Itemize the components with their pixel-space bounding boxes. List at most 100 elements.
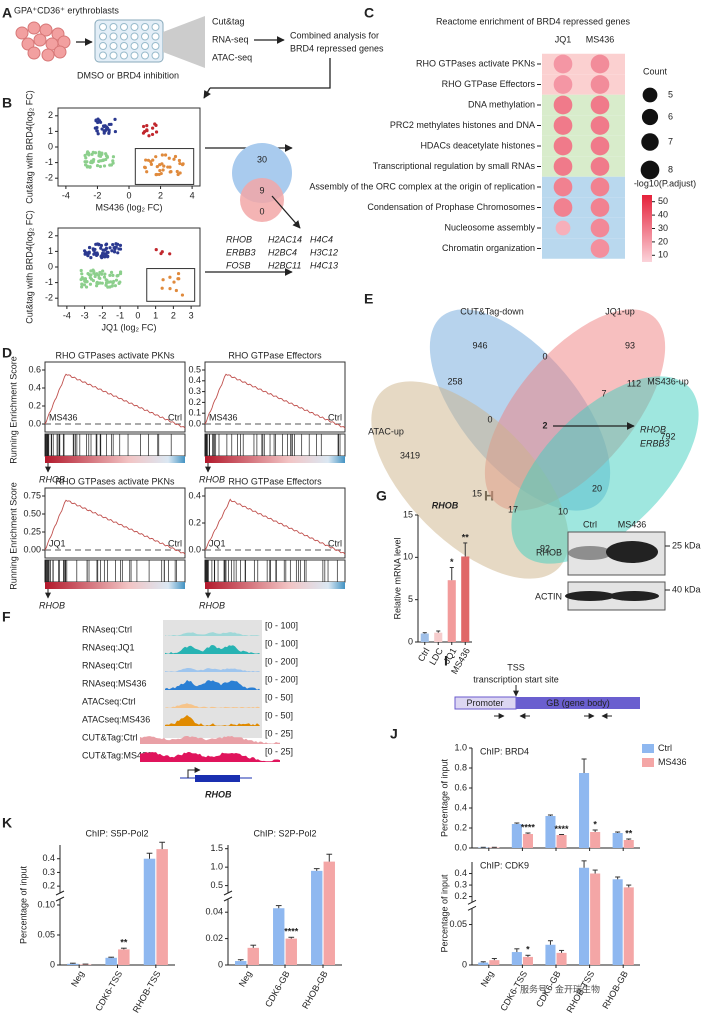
bar — [590, 832, 601, 848]
point — [115, 274, 119, 278]
point — [102, 131, 106, 135]
enrichment-curve — [204, 498, 346, 555]
point — [97, 276, 101, 280]
track-range: [0 - 100] — [265, 620, 298, 630]
y-tick-label: 0.1 — [188, 408, 201, 418]
point — [84, 156, 88, 160]
track-range: [0 - 200] — [265, 674, 298, 684]
x-tick-label: CDK6-TSS — [93, 969, 124, 1013]
rank-bar — [45, 456, 185, 463]
enrichment-curve — [44, 499, 186, 555]
row-label: Condensation of Prophase Chromosomes — [367, 202, 535, 212]
panel-label: K — [2, 815, 12, 831]
track-label: ATACseq:MS436 — [82, 714, 150, 724]
well — [120, 32, 128, 41]
point — [102, 164, 107, 168]
point — [109, 270, 114, 274]
bar — [511, 952, 522, 965]
bar — [489, 960, 500, 965]
point — [175, 169, 179, 174]
point — [161, 278, 165, 282]
y-tick-label: 0.75 — [23, 490, 41, 500]
well — [109, 32, 118, 41]
size-key-label: 6 — [668, 111, 673, 121]
band — [606, 541, 658, 563]
set-label: CUT&Tag-down — [460, 306, 524, 316]
signal-track — [165, 703, 260, 708]
dot — [590, 95, 610, 115]
panel-label: I — [444, 653, 448, 669]
track-label: RNAseq:MS436 — [82, 678, 147, 688]
size-key-label: 7 — [668, 136, 673, 146]
panel-label: J — [390, 726, 398, 742]
row-label: HDACs deacetylate histones — [420, 140, 535, 150]
dot — [553, 116, 573, 135]
point — [176, 172, 180, 177]
bar — [579, 867, 590, 965]
bar — [323, 861, 335, 965]
track-label: RNAseq:Ctrl — [82, 660, 132, 670]
bar — [556, 952, 567, 965]
well — [130, 42, 139, 50]
x-axis-label: JQ1 (log₂ FC) — [101, 322, 156, 332]
dot — [590, 136, 610, 156]
point — [89, 255, 93, 260]
point — [113, 117, 117, 121]
y-tick-label: -1 — [45, 157, 53, 167]
protein-label: RHOB — [536, 547, 562, 557]
y-tick-label: 0.05 — [449, 919, 467, 929]
treatment-label: MS436 — [209, 412, 238, 422]
point — [104, 243, 108, 247]
chart-title: ChIP: CDK9 — [480, 860, 529, 870]
point — [174, 288, 178, 293]
point — [108, 273, 112, 277]
y-tick-label: 0.10 — [37, 899, 55, 909]
chart-title: ChIP: S2P-Pol2 — [253, 828, 316, 838]
point — [92, 269, 96, 274]
bar — [612, 833, 623, 848]
well — [151, 51, 160, 60]
track-range: [0 - 25] — [265, 728, 293, 738]
gene-label: RHOB — [199, 600, 225, 610]
region-count: 10 — [558, 506, 568, 516]
y-tick-label: 1.0 — [454, 742, 467, 752]
point — [108, 246, 112, 250]
region-count: 112 — [627, 378, 641, 388]
point — [97, 159, 101, 163]
point — [155, 172, 159, 177]
signal-track — [140, 752, 280, 762]
track-label: CUT&Tag:MS436 — [82, 750, 152, 760]
track-label: RNAseq:Ctrl — [82, 624, 132, 634]
point — [80, 282, 84, 286]
point — [98, 164, 103, 169]
region-count: 0 — [542, 351, 547, 361]
y-tick-label: 0.2 — [454, 891, 467, 901]
well — [151, 23, 160, 31]
column-label: JQ1 — [555, 34, 572, 44]
y-tick-label: 0.3 — [454, 879, 467, 889]
significance: **** — [555, 824, 570, 834]
x-axis-label: MS436 (log₂ FC) — [95, 202, 162, 212]
x-tick-label: -3 — [81, 310, 89, 320]
point — [89, 273, 93, 277]
y-tick-label: 0.0 — [454, 842, 467, 852]
curve-frame — [204, 361, 346, 433]
point — [89, 160, 93, 165]
y-tick-label: 2 — [48, 230, 53, 240]
row-label: Chromatin organization — [442, 243, 535, 253]
y-tick-label: 0.2 — [188, 397, 201, 407]
point — [95, 272, 99, 276]
bar — [235, 961, 247, 965]
point — [112, 250, 117, 254]
point — [145, 124, 149, 128]
bar — [143, 858, 156, 965]
point — [118, 270, 123, 274]
point — [99, 243, 103, 248]
y-tick-label: 0.00 — [23, 544, 41, 554]
rank-bar — [45, 582, 185, 589]
set-label: JQ1-up — [605, 306, 635, 316]
point — [97, 119, 102, 123]
y-tick-label: 0.2 — [28, 400, 41, 410]
inset-box — [134, 148, 195, 185]
x-tick-label: Neg — [479, 969, 496, 988]
